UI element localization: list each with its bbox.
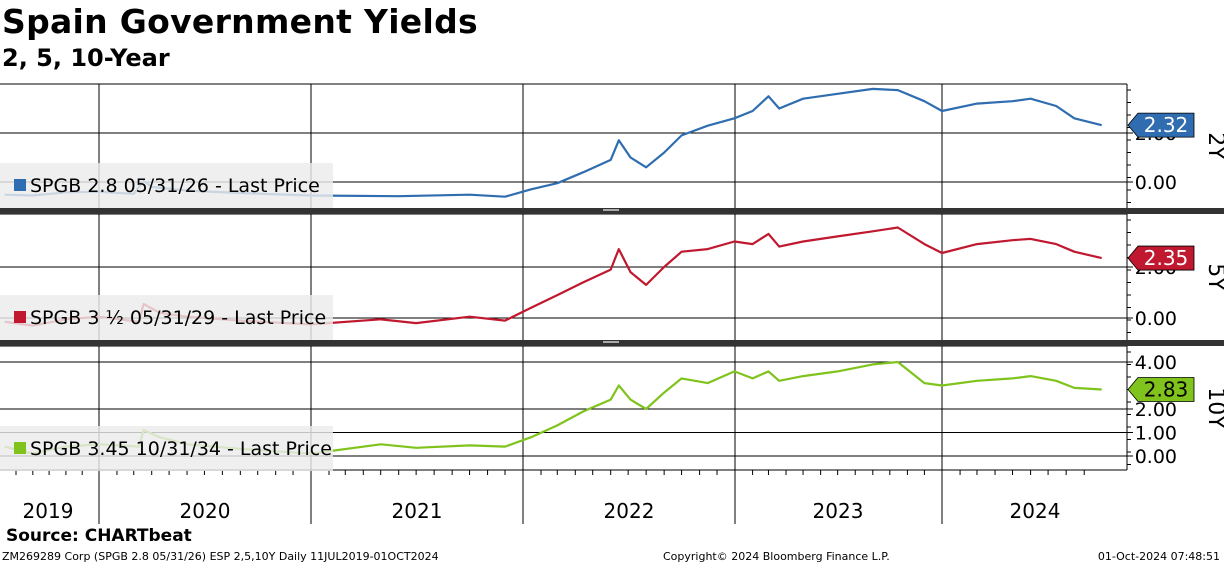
panel-divider-grip-1 [603, 209, 619, 211]
x-tick-label: 2023 [813, 499, 864, 523]
legend-label-2Y: SPGB 2.8 05/31/26 - Last Price [30, 175, 320, 197]
y-tick-label-5Y: 0.00 [1135, 308, 1177, 330]
last-value-tag-2Y [1127, 112, 1195, 138]
y-tick-label-10Y: 0.00 [1135, 446, 1177, 468]
x-tick-label: 2019 [23, 499, 74, 523]
last-value-text-2Y: 2.32 [1144, 113, 1189, 137]
ticker-info: ZM269289 Corp (SPGB 2.8 05/31/26) ESP 2,… [2, 550, 439, 563]
y-tick-label-2Y: 0.00 [1135, 172, 1177, 194]
legend-bg-5Y [0, 295, 333, 340]
x-tick-label: 2022 [604, 499, 655, 523]
axis-label-2Y: 2Y [1203, 132, 1224, 160]
legend-label-10Y: SPGB 3.45 10/31/34 - Last Price [30, 438, 332, 460]
axis-label-10Y: 10Y [1203, 387, 1224, 429]
x-tick-label: 2020 [180, 499, 231, 523]
last-value-tag-10Y [1127, 377, 1195, 402]
panel-divider-grip-2 [603, 341, 619, 343]
legend-bg-10Y [0, 426, 333, 471]
source-label: Source: CHARTbeat [6, 526, 192, 546]
x-tick-label: 2024 [1010, 499, 1061, 523]
page-title: Spain Government Yields [2, 2, 478, 41]
y-tick-label-10Y: 4.00 [1135, 352, 1177, 374]
copyright: Copyright© 2024 Bloomberg Finance L.P. [663, 550, 890, 563]
last-value-tag-5Y [1127, 245, 1195, 271]
legend-swatch-10Y [14, 442, 26, 454]
timestamp: 01-Oct-2024 07:48:51 [1097, 550, 1220, 563]
legend-swatch-5Y [14, 311, 26, 323]
page-subtitle: 2, 5, 10-Year [2, 44, 170, 72]
legend-swatch-2Y [14, 179, 26, 191]
x-tick-label: 2021 [392, 499, 443, 523]
legend-label-5Y: SPGB 3 ½ 05/31/29 - Last Price [30, 307, 326, 329]
last-value-text-10Y: 2.83 [1144, 377, 1189, 401]
y-tick-label-10Y: 2.00 [1135, 399, 1177, 421]
y-tick-label-10Y: 1.00 [1135, 423, 1177, 445]
last-value-text-5Y: 2.35 [1144, 246, 1189, 270]
axis-label-5Y: 5Y [1203, 263, 1224, 291]
legend-bg-2Y [0, 163, 333, 208]
